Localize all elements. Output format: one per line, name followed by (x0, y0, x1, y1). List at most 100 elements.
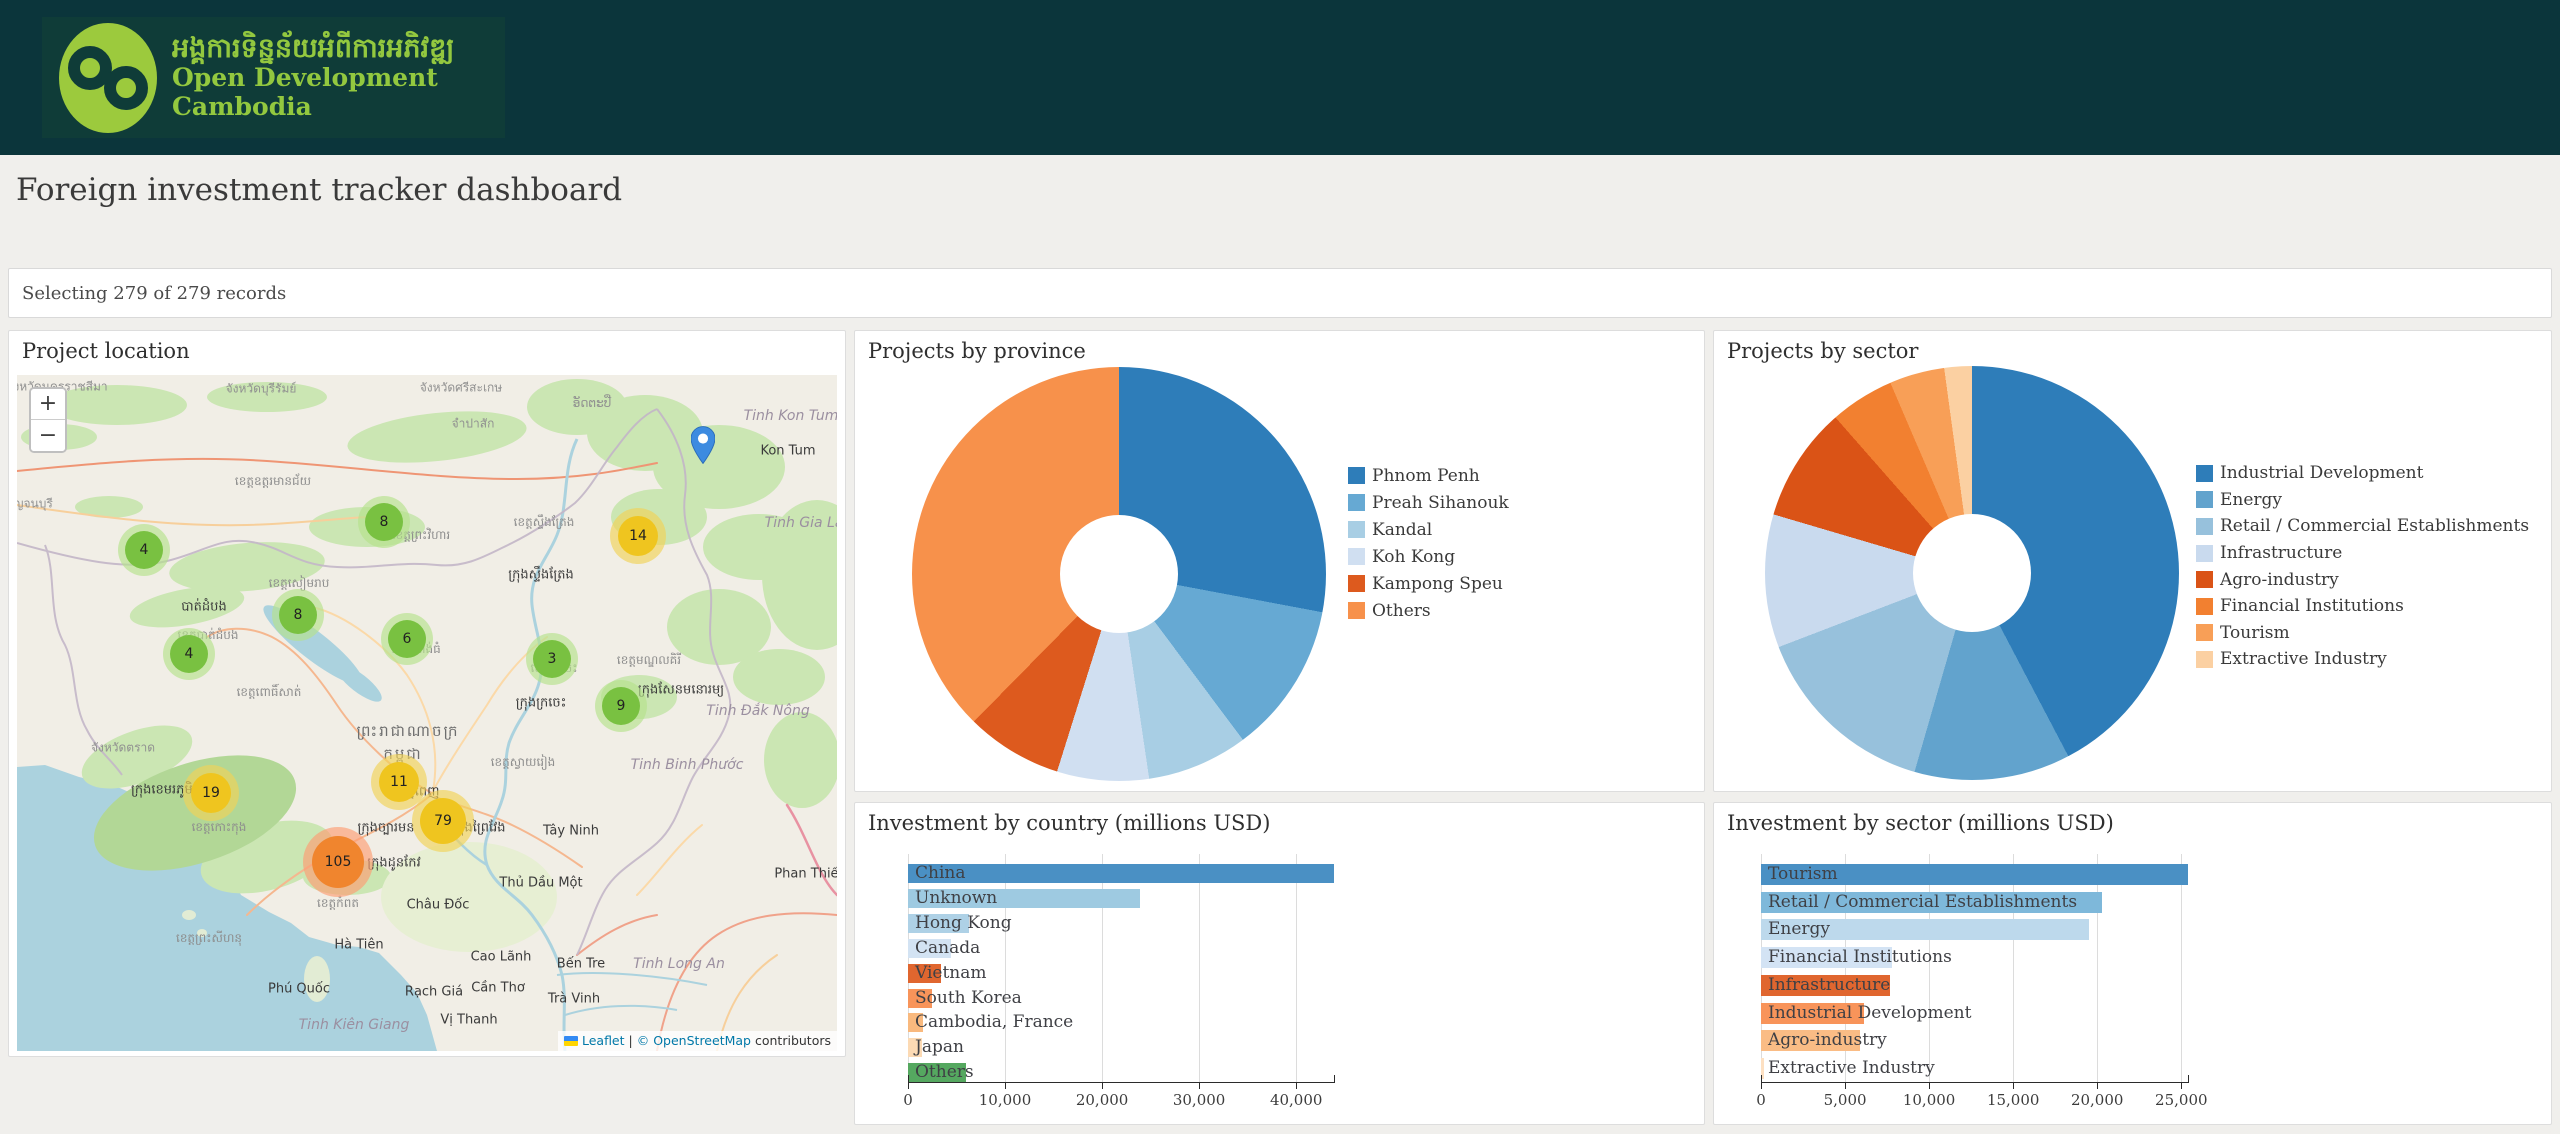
cluster-marker-circle: 9 (602, 687, 640, 725)
axis-tick-label: 20,000 (1075, 1091, 1129, 1109)
bar[interactable] (908, 1063, 967, 1083)
legend-item[interactable]: Phnom Penh (1348, 462, 1509, 489)
bar[interactable] (908, 988, 933, 1008)
legend-item[interactable]: Others (1348, 597, 1509, 624)
bar[interactable] (1761, 1002, 1864, 1024)
cluster-marker[interactable]: 19 (183, 765, 239, 821)
legend-item[interactable]: Industrial Development (2196, 460, 2529, 487)
legend-item[interactable]: Preah Sihanouk (1348, 489, 1509, 516)
bar[interactable] (1761, 864, 2188, 885)
bar[interactable] (1761, 1030, 1861, 1052)
axis-line (908, 1082, 1335, 1083)
gridline (1102, 854, 1104, 1082)
legend-label: Industrial Development (2220, 463, 2424, 484)
bar-label: Hong Kong (915, 912, 1012, 933)
bar[interactable] (908, 864, 1334, 883)
legend-label: Preah Sihanouk (1372, 492, 1509, 513)
cluster-count: 3 (547, 651, 557, 667)
bar[interactable] (908, 1038, 922, 1058)
location-pin[interactable] (690, 426, 716, 468)
map-label: ខេត្តស្ទឹងត្រែង (513, 515, 575, 529)
axis-cap (1334, 1075, 1335, 1082)
zoom-out-button[interactable]: − (31, 420, 65, 451)
legend-swatch (2196, 544, 2213, 562)
map-label: Tinh Đắk Nông (706, 703, 810, 719)
legend-item[interactable]: Retail / Commercial Establishments (2196, 513, 2529, 540)
bar[interactable] (1761, 947, 1893, 969)
map-label: Tinh Long An (633, 956, 725, 972)
projects-by-sector-panel: Projects by sector Industrial Developmen… (1713, 330, 2552, 792)
cluster-marker[interactable]: 6 (381, 613, 433, 665)
legend-swatch (2196, 571, 2213, 589)
map-label: จำปาสัก (451, 416, 495, 431)
axis-tick (2013, 1082, 2015, 1089)
axis-tick-label: 25,000 (2155, 1091, 2208, 1109)
cluster-marker[interactable]: 4 (118, 524, 170, 576)
cluster-marker-circle: 11 (379, 762, 419, 802)
bar-label: Financial Institutions (1768, 947, 1952, 968)
cluster-count: 105 (324, 854, 352, 870)
bar[interactable] (1761, 974, 1891, 996)
ukraine-flag-icon (563, 1035, 578, 1046)
legend-item[interactable]: Infrastructure (2196, 540, 2529, 567)
legend-item[interactable]: Kandal (1348, 516, 1509, 543)
map-label: ខេត្តស្វាយរៀង (490, 755, 556, 769)
bar[interactable] (1761, 1057, 1765, 1079)
cluster-marker[interactable]: 11 (371, 754, 427, 810)
odc-logo-icon (59, 22, 157, 133)
legend-item[interactable]: Agro-industry (2196, 566, 2529, 593)
projects-by-province-panel: Projects by province Phnom Penh Preah Sih… (854, 330, 1705, 792)
map-label: ອັດຕະປື (572, 396, 612, 410)
legend-item[interactable]: Financial Institutions (2196, 593, 2529, 620)
legend-label: Tourism (2220, 622, 2290, 643)
cluster-marker[interactable]: 105 (303, 827, 373, 897)
records-status-bar: Selecting 279 of 279 records (8, 268, 2552, 318)
cluster-marker-circle: 3 (533, 640, 571, 678)
cluster-marker[interactable]: 79 (412, 790, 474, 852)
odc-logo[interactable]: អង្គការទិន្នន័យអំពីការអភិវឌ្ឍ Open Devel… (42, 17, 505, 138)
bar-label: Canada (915, 937, 981, 958)
map-label: ក្រុងស្ទឹងត្រែង (508, 567, 574, 583)
cluster-marker[interactable]: 14 (610, 508, 666, 564)
legend-item[interactable]: Tourism (2196, 620, 2529, 647)
axis-tick-label: 5,000 (1823, 1091, 1867, 1109)
bar[interactable] (1761, 919, 2089, 941)
cluster-count: 8 (293, 607, 303, 623)
legend-swatch (1348, 548, 1365, 565)
sector-donut-chart[interactable] (1765, 366, 2179, 780)
leaflet-link[interactable]: Leaflet (581, 1033, 625, 1048)
bar[interactable] (908, 938, 951, 958)
cluster-marker-circle: 79 (420, 798, 466, 844)
legend-item[interactable]: Extractive Industry (2196, 646, 2529, 673)
zoom-in-button[interactable]: + (31, 389, 65, 420)
bar[interactable] (908, 888, 1140, 908)
cluster-marker[interactable]: 3 (526, 633, 578, 685)
attribution-separator: | (628, 1033, 633, 1048)
map-label: Phú Quốc (267, 981, 331, 997)
openstreetmap-link[interactable]: © OpenStreetMap (636, 1033, 751, 1048)
cluster-marker[interactable]: 9 (595, 680, 647, 732)
map-label: Tinh Kiên Giang (298, 1017, 410, 1033)
cluster-marker[interactable]: 4 (163, 628, 215, 680)
legend-item[interactable]: Energy (2196, 487, 2529, 514)
bar[interactable] (908, 963, 941, 983)
investment-country-chart: 0 10,000 20,000 30,000 40,000 China Unknown Hon… (903, 854, 1474, 1122)
bar-label: China (915, 863, 966, 883)
legend-item[interactable]: Koh Kong (1348, 543, 1509, 570)
map-label: Tinh Gia Lai (764, 515, 837, 531)
leaflet-map[interactable]: จังหวัดนครราชสีมาจังหวัดบุรีรัมย์จังหวัด… (17, 375, 837, 1051)
map-label: ក្រុងច្បារមន (357, 820, 415, 836)
bar-label: Cambodia, France (915, 1012, 1074, 1033)
bar[interactable] (908, 1013, 923, 1033)
cluster-marker[interactable]: 8 (272, 589, 324, 641)
map-label: ខេត្តកំពត (317, 896, 359, 910)
gridline (1005, 854, 1006, 1082)
bar[interactable] (1761, 891, 2103, 913)
map-label: กาญจนบุรี (17, 496, 53, 511)
province-donut-chart[interactable] (912, 367, 1326, 781)
cluster-marker[interactable]: 8 (358, 496, 410, 548)
sector-legend: Industrial Development Energy Retail / Com… (2196, 460, 2529, 673)
legend-item[interactable]: Kampong Speu (1348, 570, 1509, 597)
map-label: ព្រះរាជាណាចក្រ (356, 722, 460, 740)
bar[interactable] (908, 913, 970, 933)
